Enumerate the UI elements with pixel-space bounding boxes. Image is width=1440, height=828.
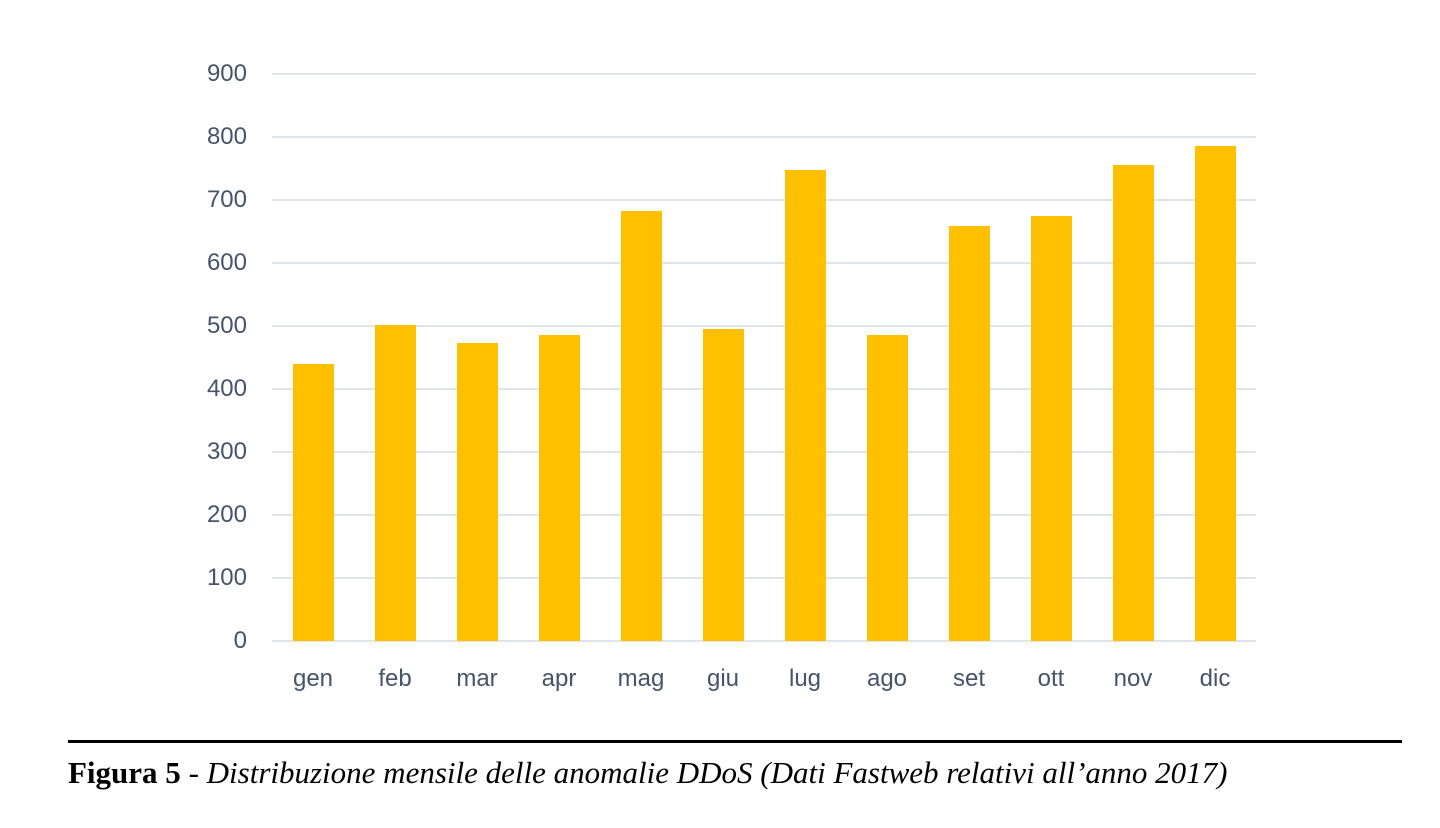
y-axis-tick-label: 700 [206,186,247,213]
gridline-700 [272,199,1256,201]
x-axis-label-mag: mag [617,665,665,692]
gridline-0 [272,640,1256,642]
x-axis-label-lug: lug [788,665,822,692]
y-axis-tick-label: 200 [206,501,247,528]
figure-caption-label: Figura 5 [68,755,181,790]
y-axis-tick-label: 300 [206,438,247,465]
y-axis-tick-label: 0 [233,627,247,654]
x-axis-label-feb: feb [378,665,412,692]
gridline-300 [272,451,1256,453]
bar-ago [866,334,908,641]
gridline-500 [272,325,1256,327]
figure-caption-text: Distribuzione mensile delle anomalie DDo… [206,755,1228,790]
y-axis-tick-label: 100 [206,564,247,591]
gridline-900 [272,73,1256,75]
y-axis-tick-label: 500 [206,312,247,339]
bar-dic [1194,145,1236,641]
x-axis-label-ago: ago [866,665,908,692]
bar-apr [538,334,580,641]
bar-giu [702,328,744,641]
bar-mar [456,343,498,641]
x-axis-label-nov: nov [1113,665,1153,692]
x-axis-label-gen: gen [292,665,334,692]
bar-feb [374,325,416,641]
x-axis-label-set: set [952,665,985,692]
bar-lug [784,170,826,641]
bar-set [948,226,990,641]
x-axis-label-apr: apr [541,665,577,692]
y-axis-tick-label: 800 [206,123,247,150]
bar-nov [1112,164,1154,641]
y-axis-tick-label: 400 [206,375,247,402]
gridline-200 [272,514,1256,516]
bar-mag [620,211,662,641]
x-axis-label-dic: dic [1199,665,1231,692]
bar-ott [1030,215,1072,641]
bar-gen [292,363,334,641]
gridline-600 [272,262,1256,264]
x-axis-label-giu: giu [706,665,740,692]
figure-caption-separator: - [180,755,207,790]
x-axis-label-ott: ott [1037,665,1065,692]
x-axis-label-mar: mar [456,665,498,692]
y-axis-tick-label: 900 [206,60,247,87]
caption-divider-line [68,740,1402,743]
gridline-800 [272,136,1256,138]
gridline-100 [272,577,1256,579]
y-axis-tick-label: 600 [206,249,247,276]
figure-caption: Figura 5 - Distribuzione mensile delle a… [68,753,1228,793]
gridline-400 [272,388,1256,390]
